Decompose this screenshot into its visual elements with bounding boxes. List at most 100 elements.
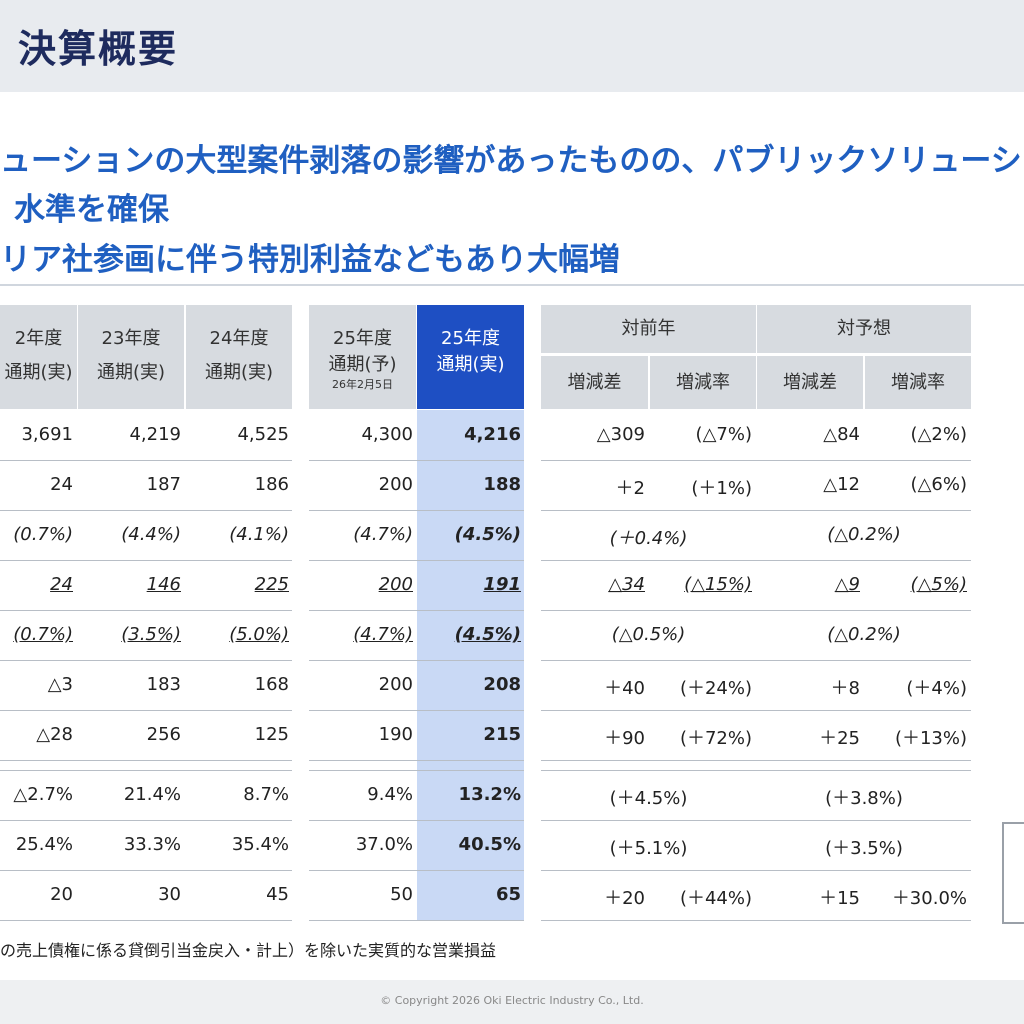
row-divider bbox=[0, 460, 292, 461]
cell-fy25a: 208 bbox=[483, 674, 521, 695]
header-fy25-forecast: 25年度 通期(予) 26年2月5日 bbox=[309, 305, 416, 409]
row-divider bbox=[0, 920, 292, 921]
cell-fy23: (3.5%) bbox=[121, 624, 181, 645]
cell-vs-r: (△5%) bbox=[910, 574, 967, 595]
side-note-box bbox=[1002, 822, 1024, 924]
cell-vs-c: (△0.2%) bbox=[827, 624, 901, 645]
footnote: の売上債権に係る貸倒引当金戻入・計上）を除いた実質的な営業損益 bbox=[0, 941, 497, 960]
cell-fy23: 4,219 bbox=[129, 424, 181, 445]
row-divider bbox=[0, 870, 292, 871]
header-fy23: 23年度 通期(実) bbox=[78, 305, 184, 409]
cell-yoy-d: ＋2 bbox=[615, 478, 645, 499]
headline-1: ューションの大型案件剥落の影響があったものの、パブリックソリューショ bbox=[0, 143, 1024, 179]
cell-fy25f: (4.7%) bbox=[353, 624, 413, 645]
row-divider bbox=[309, 710, 524, 711]
cell-fy22: 25.4% bbox=[15, 834, 73, 855]
row-divider bbox=[541, 560, 971, 561]
cell-fy22: 3,691 bbox=[21, 424, 73, 445]
cell-fy23: 183 bbox=[146, 674, 181, 695]
headline-3: リア社参画に伴う特別利益などもあり大幅増 bbox=[0, 242, 620, 278]
row-divider bbox=[541, 610, 971, 611]
row-divider bbox=[541, 820, 971, 821]
cell-vs-r: (＋4%) bbox=[906, 678, 967, 699]
row-divider bbox=[309, 560, 524, 561]
cell-fy24: 186 bbox=[254, 474, 289, 495]
section-divider bbox=[541, 770, 971, 771]
cell-yoy-c: (＋5.1%) bbox=[609, 838, 688, 859]
cell-yoy-r: (△7%) bbox=[695, 424, 752, 445]
cell-yoy-r: (＋1%) bbox=[691, 478, 752, 499]
header-fy24-l2: 通期(実) bbox=[204, 362, 274, 384]
cell-fy23: 33.3% bbox=[123, 834, 181, 855]
cell-yoy-r: (＋72%) bbox=[679, 728, 752, 749]
row-divider bbox=[541, 510, 971, 511]
cell-fy22: (0.7%) bbox=[13, 524, 73, 545]
cell-fy25a: (4.5%) bbox=[454, 524, 521, 545]
cell-fy25f: 190 bbox=[378, 724, 413, 745]
cell-yoy-r: (△15%) bbox=[684, 574, 752, 595]
row-divider bbox=[541, 660, 971, 661]
header-fy23-l2: 通期(実) bbox=[96, 362, 166, 384]
fy25-actual-highlight bbox=[417, 410, 524, 920]
cell-fy25f: 37.0% bbox=[355, 834, 413, 855]
cell-fy25a: 13.2% bbox=[458, 784, 521, 805]
cell-vs-d: △9 bbox=[834, 574, 860, 595]
cell-yoy-c: (△0.5%) bbox=[611, 624, 686, 645]
header-fy25f-l1: 25年度 bbox=[333, 328, 392, 349]
row-divider bbox=[541, 460, 971, 461]
cell-fy25a: 65 bbox=[495, 884, 521, 905]
header-yoy-diff: 増減差 bbox=[541, 356, 648, 409]
cell-fy24: 45 bbox=[266, 884, 289, 905]
cell-fy24: (5.0%) bbox=[229, 624, 289, 645]
cell-fy23: 256 bbox=[146, 724, 181, 745]
header-fy24: 24年度 通期(実) bbox=[186, 305, 292, 409]
row-divider bbox=[309, 760, 524, 761]
cell-fy24: 4,525 bbox=[237, 424, 289, 445]
row-divider bbox=[541, 920, 971, 921]
cell-vs-r: ＋30.0% bbox=[891, 888, 967, 909]
cell-yoy-d: ＋90 bbox=[604, 728, 645, 749]
cell-yoy-c: (＋4.5%) bbox=[609, 788, 688, 809]
cell-fy25f: 200 bbox=[378, 674, 413, 695]
cell-vs-c: (△0.2%) bbox=[827, 524, 901, 545]
cell-fy25f: 9.4% bbox=[367, 784, 413, 805]
cell-fy22: 24 bbox=[50, 574, 73, 595]
cell-yoy-d: △309 bbox=[596, 424, 645, 445]
header-yoy-rate: 増減率 bbox=[650, 356, 756, 409]
cell-yoy-c: (＋0.4%) bbox=[609, 528, 688, 549]
headline-2: 水準を確保 bbox=[14, 192, 169, 228]
header-fy24-l1: 24年度 bbox=[209, 328, 269, 349]
cell-vs-d: △84 bbox=[823, 424, 860, 445]
cell-fy22: 24 bbox=[50, 474, 73, 495]
headline-divider bbox=[0, 284, 1024, 286]
cell-fy25f: (4.7%) bbox=[353, 524, 413, 545]
cell-vs-c: (＋3.8%) bbox=[825, 788, 903, 809]
cell-fy25a: 191 bbox=[483, 574, 521, 595]
cell-yoy-d: △34 bbox=[608, 574, 645, 595]
section-divider bbox=[0, 770, 292, 771]
row-divider bbox=[0, 760, 292, 761]
title-bar bbox=[0, 0, 1024, 92]
row-divider bbox=[309, 660, 524, 661]
cell-vs-r: (△2%) bbox=[910, 424, 967, 445]
row-divider bbox=[0, 710, 292, 711]
cell-fy23: 21.4% bbox=[123, 784, 181, 805]
header-fy25f-date: 26年2月5日 bbox=[332, 377, 393, 391]
cell-yoy-d: ＋40 bbox=[604, 678, 645, 699]
header-fy22-l1: 2年度 bbox=[14, 328, 63, 349]
cell-fy22: △3 bbox=[47, 674, 73, 695]
cell-fy25f: 200 bbox=[378, 574, 413, 595]
cell-fy22: △28 bbox=[36, 724, 73, 745]
cell-fy25f: 50 bbox=[390, 884, 413, 905]
cell-fy25a: 215 bbox=[483, 724, 521, 745]
cell-fy25a: 4,216 bbox=[464, 424, 521, 445]
header-fy25a-l2: 通期(実) bbox=[436, 354, 505, 376]
row-divider bbox=[309, 610, 524, 611]
copyright: © Copyright 2026 Oki Electric Industry C… bbox=[380, 994, 644, 1007]
cell-vs-d: ＋25 bbox=[819, 728, 860, 749]
cell-fy25a: 188 bbox=[483, 474, 521, 495]
row-divider bbox=[0, 660, 292, 661]
page-title: 決算概要 bbox=[18, 27, 179, 71]
row-divider bbox=[0, 610, 292, 611]
cell-fy24: 168 bbox=[254, 674, 289, 695]
